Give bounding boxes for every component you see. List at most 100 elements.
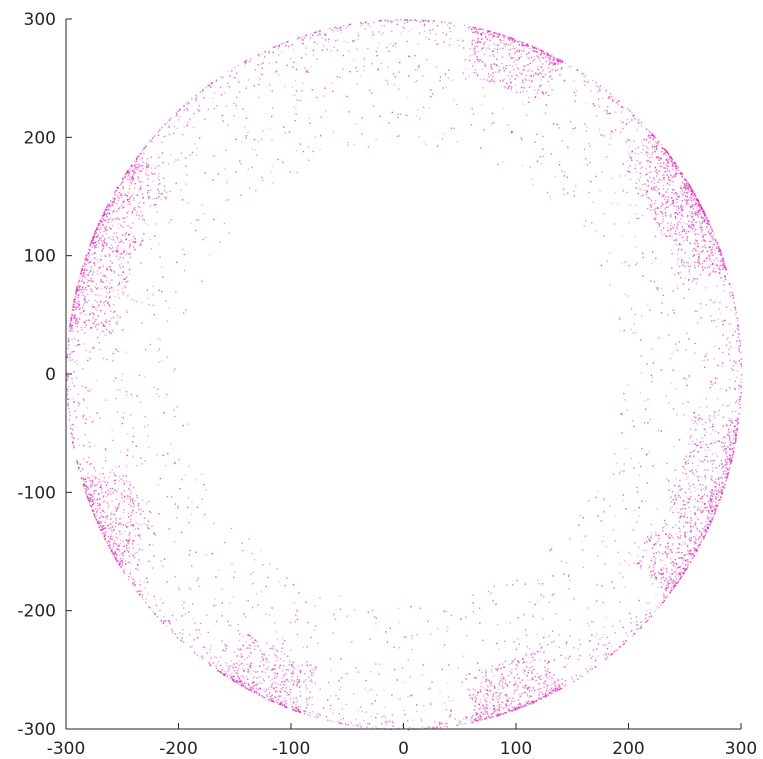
scatter-point bbox=[525, 79, 528, 81]
scatter-point bbox=[522, 671, 524, 674]
scatter-point bbox=[459, 720, 461, 722]
scatter-point bbox=[106, 286, 108, 288]
scatter-point bbox=[94, 515, 96, 518]
scatter-point bbox=[553, 682, 555, 684]
scatter-point bbox=[148, 303, 150, 306]
scatter-point bbox=[218, 569, 220, 571]
scatter-point bbox=[434, 721, 436, 723]
scatter-point bbox=[691, 558, 693, 560]
scatter-point bbox=[92, 271, 95, 273]
scatter-point bbox=[686, 332, 688, 335]
scatter-point bbox=[204, 647, 207, 649]
scatter-point bbox=[108, 237, 110, 239]
scatter-point bbox=[511, 47, 514, 50]
scatter-point bbox=[97, 246, 99, 248]
scatter-point bbox=[488, 75, 490, 78]
scatter-point bbox=[691, 191, 693, 193]
scatter-point bbox=[516, 579, 518, 582]
scatter-point bbox=[643, 422, 646, 424]
scatter-point bbox=[180, 640, 183, 642]
scatter-point bbox=[130, 577, 133, 579]
scatter-point bbox=[712, 467, 714, 469]
scatter-point bbox=[148, 544, 151, 546]
scatter-point bbox=[689, 437, 691, 439]
scatter-point bbox=[507, 124, 510, 126]
scatter-point bbox=[122, 178, 124, 180]
scatter-point bbox=[708, 524, 711, 526]
scatter-point bbox=[133, 208, 135, 211]
scatter-point bbox=[654, 578, 656, 580]
scatter-point bbox=[501, 673, 503, 676]
scatter-point bbox=[84, 301, 87, 303]
scatter-point bbox=[674, 212, 677, 214]
scatter-point bbox=[659, 559, 662, 561]
scatter-point bbox=[338, 680, 340, 682]
scatter-point bbox=[144, 147, 146, 149]
scatter-point bbox=[406, 114, 408, 117]
scatter-point bbox=[554, 175, 556, 178]
scatter-point bbox=[696, 471, 698, 473]
scatter-point bbox=[336, 75, 339, 78]
scatter-point bbox=[716, 496, 718, 499]
scatter-point bbox=[237, 682, 239, 684]
scatter-point bbox=[100, 227, 102, 229]
scatter-point bbox=[235, 662, 238, 665]
scatter-point bbox=[651, 381, 653, 383]
scatter-point bbox=[682, 499, 684, 502]
scatter-point bbox=[271, 607, 273, 609]
scatter-point bbox=[244, 685, 247, 687]
scatter-point bbox=[238, 660, 240, 662]
scatter-point bbox=[537, 89, 540, 91]
scatter-point bbox=[410, 19, 413, 21]
scatter-point bbox=[697, 500, 699, 502]
scatter-point bbox=[134, 163, 136, 165]
scatter-point bbox=[683, 500, 685, 502]
scatter-point bbox=[704, 212, 706, 214]
scatter-point bbox=[391, 111, 393, 114]
scatter-point bbox=[650, 374, 653, 377]
scatter-point bbox=[506, 36, 509, 38]
scatter-point bbox=[89, 254, 91, 257]
scatter-point bbox=[518, 44, 520, 46]
scatter-point bbox=[102, 528, 104, 530]
scatter-point bbox=[476, 30, 479, 33]
scatter-point bbox=[95, 318, 97, 321]
scatter-point bbox=[272, 47, 274, 49]
scatter-point bbox=[474, 705, 476, 707]
scatter-point bbox=[275, 654, 277, 657]
scatter-point bbox=[661, 147, 664, 150]
scatter-point bbox=[227, 71, 230, 73]
scatter-point bbox=[140, 187, 142, 189]
scatter-point bbox=[125, 232, 128, 234]
scatter-point bbox=[133, 160, 136, 163]
scatter-point bbox=[210, 645, 213, 647]
scatter-point bbox=[668, 402, 670, 404]
scatter-point bbox=[636, 486, 638, 489]
scatter-point bbox=[685, 378, 687, 381]
scatter-point bbox=[615, 462, 618, 465]
scatter-point bbox=[221, 114, 224, 117]
scatter-point bbox=[377, 727, 379, 730]
scatter-point bbox=[521, 72, 523, 75]
scatter-point bbox=[696, 211, 698, 214]
scatter-point bbox=[450, 127, 453, 129]
scatter-point bbox=[78, 303, 81, 306]
scatter-point bbox=[684, 533, 686, 535]
scatter-point bbox=[682, 215, 684, 217]
scatter-point bbox=[92, 322, 94, 325]
scatter-point bbox=[145, 162, 148, 165]
scatter-point bbox=[534, 659, 536, 661]
scatter-point bbox=[700, 522, 702, 524]
scatter-point bbox=[642, 144, 645, 147]
scatter-point bbox=[536, 650, 539, 653]
scatter-point bbox=[471, 31, 474, 34]
scatter-point bbox=[103, 533, 106, 536]
scatter-point bbox=[608, 112, 610, 115]
scatter-point bbox=[598, 106, 601, 108]
scatter-point bbox=[243, 659, 246, 661]
scatter-point bbox=[118, 559, 120, 561]
scatter-point bbox=[477, 37, 479, 40]
scatter-point bbox=[548, 94, 550, 97]
scatter-point bbox=[661, 202, 663, 204]
scatter-point bbox=[226, 675, 229, 677]
